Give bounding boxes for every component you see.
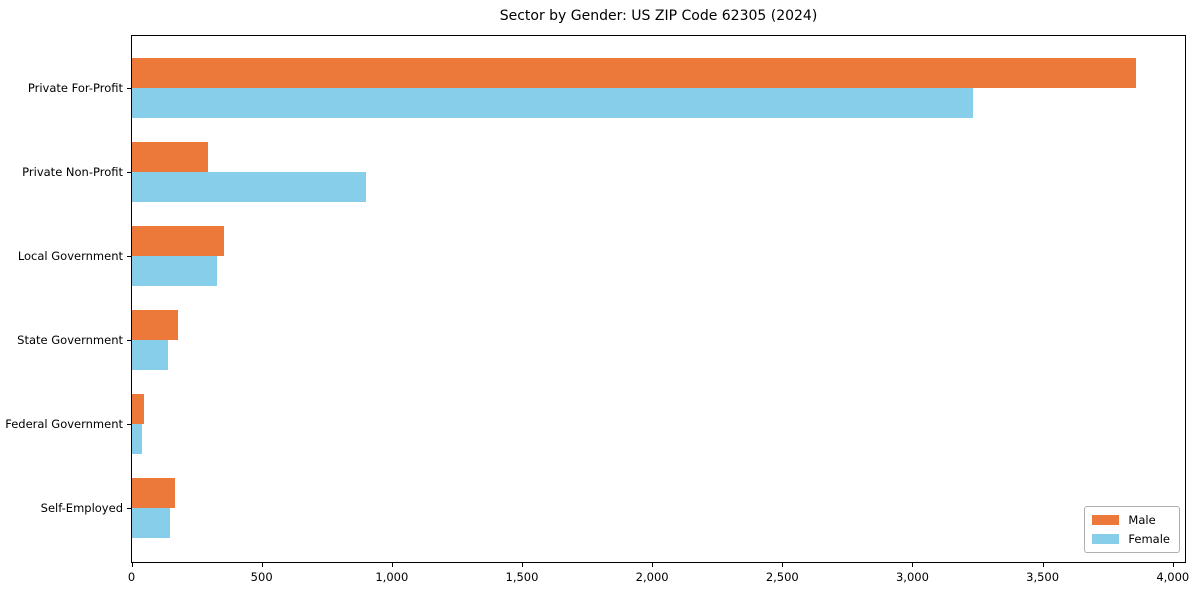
xtick-label: 2,500: [765, 570, 799, 584]
bar-male-self-employed: [132, 478, 175, 508]
ytick-label: State Government: [17, 333, 123, 347]
bar-male-state-government: [132, 310, 178, 340]
bar-male-federal-government: [132, 394, 144, 424]
xtick-label: 1,000: [375, 570, 409, 584]
ytick-label: Federal Government: [5, 417, 123, 431]
ytick-label: Private Non-Profit: [22, 165, 123, 179]
xtick-mark: [391, 563, 393, 567]
xtick-mark: [1172, 563, 1174, 567]
xtick-mark: [261, 563, 263, 567]
ytick-mark: [127, 340, 131, 341]
xtick-mark: [912, 563, 914, 567]
bar-female-local-government: [132, 256, 217, 286]
xtick-label: 3,500: [1026, 570, 1060, 584]
bar-male-local-government: [132, 226, 225, 256]
plot-area: Male Female: [131, 35, 1186, 563]
ytick-mark: [127, 508, 131, 509]
bar-female-state-government: [132, 340, 169, 370]
xtick-label: 2,000: [635, 570, 669, 584]
ytick-mark: [127, 256, 131, 257]
legend-label-female: Female: [1128, 532, 1170, 546]
bar-female-private-non-profit: [132, 172, 367, 202]
xtick-label: 4,000: [1156, 570, 1190, 584]
bar-female-federal-government: [132, 424, 143, 454]
xtick-label: 500: [250, 570, 273, 584]
ytick-label: Self-Employed: [40, 501, 123, 515]
ytick-mark: [127, 424, 131, 425]
xtick-mark: [652, 563, 654, 567]
ytick-mark: [127, 172, 131, 173]
xtick-label: 1,500: [505, 570, 539, 584]
bar-male-private-for-profit: [132, 58, 1136, 88]
bar-female-private-for-profit: [132, 88, 973, 118]
legend-entry-female: Female: [1092, 532, 1170, 546]
bar-female-self-employed: [132, 508, 170, 538]
xtick-mark: [1042, 563, 1044, 567]
legend-label-male: Male: [1128, 513, 1156, 527]
ytick-mark: [127, 88, 131, 89]
male-series-swatch: [1092, 515, 1120, 525]
xtick-label: 3,000: [895, 570, 929, 584]
xtick-mark: [131, 563, 133, 567]
ytick-label: Local Government: [17, 249, 123, 263]
xtick-mark: [521, 563, 523, 567]
ytick-label: Private For-Profit: [27, 81, 123, 95]
xtick-mark: [782, 563, 784, 567]
bar-male-private-non-profit: [132, 142, 208, 172]
legend: Male Female: [1084, 506, 1180, 553]
female-series-swatch: [1092, 534, 1120, 544]
xtick-label: 0: [127, 570, 136, 584]
chart-title: Sector by Gender: US ZIP Code 62305 (202…: [499, 8, 818, 24]
legend-entry-male: Male: [1092, 513, 1170, 527]
